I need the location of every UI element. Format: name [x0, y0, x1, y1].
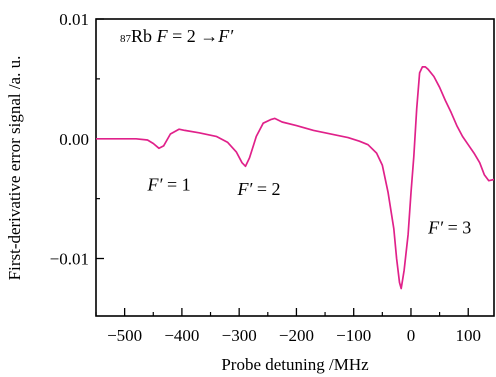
y-tick-label: −0.01 — [50, 250, 89, 269]
series-layer — [96, 66, 494, 290]
x-tick-label: −400 — [164, 326, 199, 345]
ticks-layer: −500 −400 −300 −200 −100 0 100 0.01 0.00 −0.01 — [50, 10, 481, 345]
y-tick-label: 0.01 — [59, 10, 89, 29]
x-tick-label: −200 — [279, 326, 314, 345]
f3-label: F′ = 3 — [427, 217, 471, 237]
x-tick-label: −100 — [336, 326, 371, 345]
x-tick-label: 0 — [407, 326, 416, 345]
f2-label: F′ = 2 — [236, 179, 280, 199]
f1-label: F′ = 1 — [147, 174, 191, 194]
series-line — [96, 66, 494, 290]
y-tick-label: 0.00 — [59, 130, 89, 149]
x-tick-label: −300 — [222, 326, 257, 345]
title-annot: 87Rb F = 2 →F′ — [120, 26, 234, 46]
y-axis-label: First-derivative error signal /a. u. — [5, 56, 24, 281]
annotation-layer: 87Rb F = 2 →F′ F′ = 1 F′ = 2 F′ = 3 — [120, 26, 471, 237]
plot-frame — [95, 18, 495, 317]
x-tick-label: 100 — [455, 326, 481, 345]
x-axis-label: Probe detuning /MHz — [221, 355, 369, 374]
x-tick-label: −500 — [107, 326, 142, 345]
